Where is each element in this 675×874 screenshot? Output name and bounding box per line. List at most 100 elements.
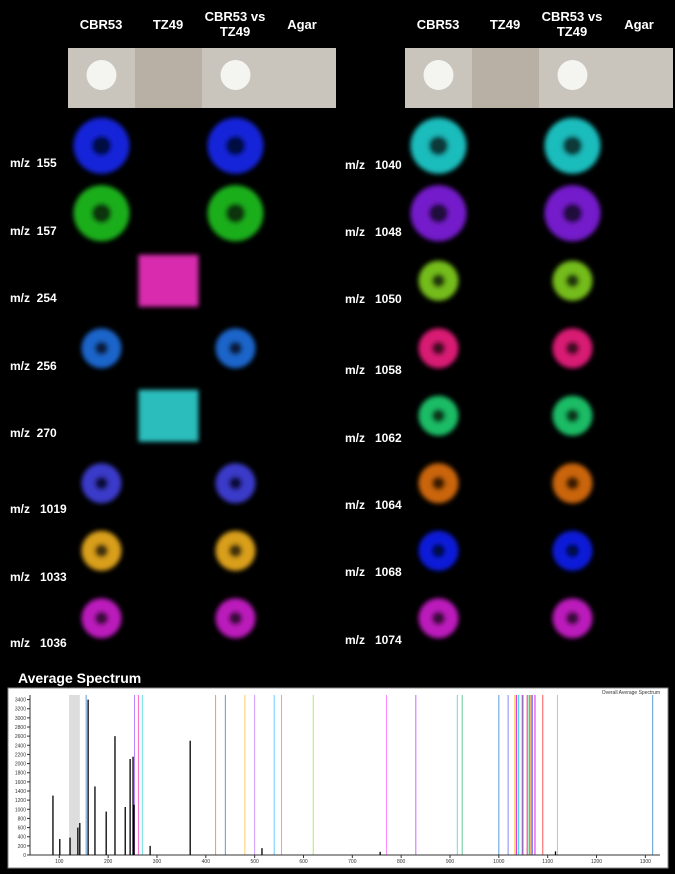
mz-label: m/z 157 bbox=[10, 224, 57, 238]
sample-photo bbox=[269, 48, 336, 108]
spectrum-frame bbox=[7, 687, 669, 869]
ion-signal bbox=[138, 254, 199, 307]
column-header: CBR53 vs TZ49 bbox=[204, 9, 266, 39]
ion-hole bbox=[94, 341, 109, 356]
ion-hole bbox=[431, 543, 446, 558]
column-header: TZ49 bbox=[489, 17, 521, 32]
y-tick-label: 3200 bbox=[15, 707, 26, 713]
mz-label: m/z 1068 bbox=[345, 565, 402, 579]
mz-label: m/z 1064 bbox=[345, 498, 402, 512]
ion-hole bbox=[225, 203, 246, 224]
x-tick-label: 100 bbox=[55, 859, 64, 865]
colony bbox=[557, 60, 588, 90]
ion-hole bbox=[228, 341, 243, 356]
ion-image bbox=[410, 185, 467, 242]
mz-label: m/z 254 bbox=[10, 291, 57, 305]
y-tick-label: 1200 bbox=[15, 798, 26, 804]
mz-label: m/z 155 bbox=[10, 156, 57, 170]
ion-hole bbox=[565, 273, 580, 288]
y-tick-label: 1400 bbox=[15, 789, 26, 795]
ion-image bbox=[138, 254, 199, 307]
y-tick-label: 3000 bbox=[15, 716, 26, 722]
mz-label: m/z 270 bbox=[10, 426, 57, 440]
ion-hole bbox=[565, 408, 580, 423]
mz-label: m/z 1033 bbox=[10, 570, 67, 584]
x-tick-label: 200 bbox=[104, 859, 113, 865]
ion-image bbox=[552, 395, 593, 436]
x-tick-label: 800 bbox=[397, 859, 406, 865]
y-tick-label: 200 bbox=[18, 844, 27, 850]
mz-label: m/z 1019 bbox=[10, 502, 67, 516]
spectrum-legend: Overall Average Spectrum bbox=[602, 690, 660, 696]
x-tick-label: 600 bbox=[299, 859, 308, 865]
ion-hole bbox=[94, 476, 109, 491]
ion-hole bbox=[565, 476, 580, 491]
ion-image bbox=[418, 395, 459, 436]
colony bbox=[86, 60, 117, 90]
sample-photo bbox=[606, 48, 673, 108]
ion-hole bbox=[91, 203, 112, 224]
sample-photo bbox=[472, 48, 539, 108]
ion-hole bbox=[91, 135, 112, 156]
ion-image bbox=[81, 328, 122, 369]
ion-image bbox=[552, 328, 593, 369]
column-header: CBR53 bbox=[416, 17, 460, 32]
x-tick-label: 700 bbox=[348, 859, 357, 865]
ion-hole bbox=[228, 476, 243, 491]
mz-label: m/z 1040 bbox=[345, 158, 402, 172]
mz-label: m/z 1050 bbox=[345, 292, 402, 306]
ion-image bbox=[552, 598, 593, 639]
column-header: Agar bbox=[287, 17, 317, 32]
ion-hole bbox=[228, 611, 243, 626]
ion-image bbox=[81, 530, 122, 571]
ion-hole bbox=[565, 611, 580, 626]
ion-image bbox=[544, 117, 601, 174]
ion-hole bbox=[431, 273, 446, 288]
ion-hole bbox=[94, 543, 109, 558]
x-tick-label: 400 bbox=[202, 859, 211, 865]
mz-label: m/z 1036 bbox=[10, 636, 67, 650]
ion-image bbox=[215, 463, 256, 504]
y-tick-label: 2200 bbox=[15, 752, 26, 758]
ion-hole bbox=[565, 341, 580, 356]
x-tick-label: 1300 bbox=[640, 859, 651, 865]
x-tick-label: 1200 bbox=[591, 859, 602, 865]
ion-image bbox=[552, 463, 593, 504]
y-tick-label: 2000 bbox=[15, 762, 26, 768]
y-tick-label: 400 bbox=[18, 835, 27, 841]
x-tick-label: 900 bbox=[446, 859, 455, 865]
y-tick-label: 0 bbox=[23, 853, 26, 859]
ion-image bbox=[552, 260, 593, 301]
x-tick-label: 1100 bbox=[542, 859, 553, 865]
ion-image bbox=[81, 463, 122, 504]
ion-signal bbox=[138, 389, 199, 442]
ion-hole bbox=[562, 135, 583, 156]
ion-image bbox=[215, 598, 256, 639]
ion-image bbox=[138, 389, 199, 442]
ion-image bbox=[73, 185, 130, 242]
ion-hole bbox=[565, 543, 580, 558]
ion-hole bbox=[431, 611, 446, 626]
ion-image bbox=[418, 260, 459, 301]
ion-hole bbox=[94, 611, 109, 626]
ion-hole bbox=[431, 476, 446, 491]
ion-image bbox=[418, 598, 459, 639]
ion-hole bbox=[431, 408, 446, 423]
mz-label: m/z 1074 bbox=[345, 633, 402, 647]
ion-image bbox=[544, 185, 601, 242]
ion-image bbox=[552, 530, 593, 571]
colony bbox=[220, 60, 251, 90]
x-tick-label: 1000 bbox=[493, 859, 504, 865]
ion-hole bbox=[225, 135, 246, 156]
mz-label: m/z 1048 bbox=[345, 225, 402, 239]
ion-hole bbox=[428, 135, 449, 156]
ion-image bbox=[418, 328, 459, 369]
x-tick-label: 300 bbox=[153, 859, 162, 865]
ion-image bbox=[207, 117, 264, 174]
ion-image bbox=[418, 530, 459, 571]
column-header: CBR53 vs TZ49 bbox=[541, 9, 603, 39]
y-tick-label: 1000 bbox=[15, 807, 26, 813]
x-tick-label: 500 bbox=[250, 859, 259, 865]
